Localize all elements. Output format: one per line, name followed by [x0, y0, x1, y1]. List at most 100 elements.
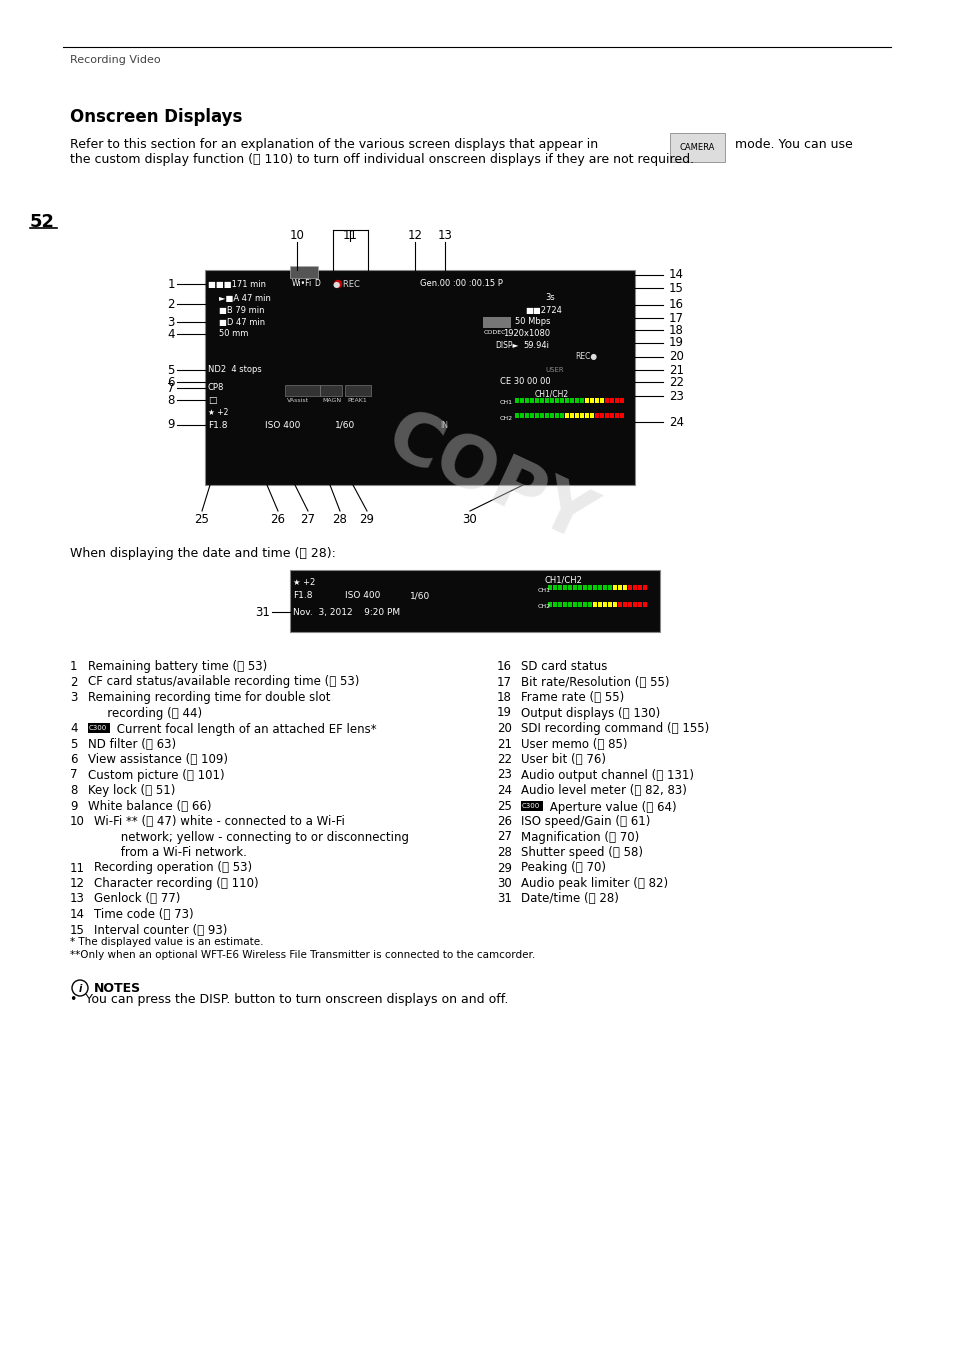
Text: When displaying the date and time (⍝ 28):: When displaying the date and time (⍝ 28)…	[70, 547, 335, 559]
Text: Audio output channel (⍝ 131): Audio output channel (⍝ 131)	[520, 768, 693, 782]
Text: 15: 15	[668, 282, 683, 294]
Text: 52: 52	[30, 213, 54, 231]
Text: User bit (⍝ 76): User bit (⍝ 76)	[520, 754, 605, 766]
Text: 4: 4	[168, 328, 174, 341]
Text: 30: 30	[462, 514, 476, 526]
Text: 5: 5	[70, 737, 77, 751]
Bar	[615, 398, 618, 403]
Text: 22: 22	[497, 754, 512, 766]
Bar	[555, 412, 558, 418]
Text: CH2: CH2	[537, 604, 551, 608]
Bar	[613, 603, 617, 607]
Bar	[564, 412, 568, 418]
Text: Interval counter (⍝ 93): Interval counter (⍝ 93)	[94, 923, 227, 937]
Text: 17: 17	[668, 311, 683, 325]
Text: 16: 16	[497, 661, 512, 673]
Bar	[579, 412, 583, 418]
Bar	[530, 412, 534, 418]
Text: * The displayed value is an estimate.: * The displayed value is an estimate.	[70, 937, 263, 948]
Text: 3: 3	[70, 692, 77, 704]
Bar	[584, 412, 588, 418]
Text: recording (⍝ 44): recording (⍝ 44)	[96, 706, 202, 720]
Text: 50 Mbps: 50 Mbps	[515, 318, 550, 326]
Text: Magnification (⍝ 70): Magnification (⍝ 70)	[520, 830, 639, 844]
Text: ISO speed/Gain (⍝ 61): ISO speed/Gain (⍝ 61)	[520, 816, 650, 828]
Text: 15: 15	[70, 923, 85, 937]
Bar	[575, 398, 578, 403]
Text: Onscreen Displays: Onscreen Displays	[70, 108, 242, 125]
Bar	[539, 412, 543, 418]
Bar	[587, 603, 592, 607]
Bar	[595, 398, 598, 403]
Text: 10: 10	[70, 816, 85, 828]
Text: 2: 2	[70, 675, 77, 689]
Text: CH1/CH2: CH1/CH2	[544, 576, 582, 585]
Bar	[569, 412, 574, 418]
Bar	[622, 603, 626, 607]
Text: 21: 21	[668, 364, 683, 376]
Bar	[607, 603, 612, 607]
Text: 1: 1	[70, 661, 77, 673]
Text: Bit rate/Resolution (⍝ 55): Bit rate/Resolution (⍝ 55)	[520, 675, 669, 689]
Bar	[524, 412, 529, 418]
Text: White balance (⍝ 66): White balance (⍝ 66)	[88, 799, 212, 813]
Text: ● REC: ● REC	[333, 279, 359, 288]
Bar	[633, 585, 637, 590]
Text: 9: 9	[70, 799, 77, 813]
Text: Recording Video: Recording Video	[70, 55, 160, 65]
Text: 14: 14	[668, 268, 683, 282]
Bar	[558, 603, 561, 607]
Bar	[598, 585, 601, 590]
Text: 22: 22	[668, 376, 683, 388]
Text: ND filter (⍝ 63): ND filter (⍝ 63)	[88, 737, 176, 751]
Text: DISP►: DISP►	[495, 341, 517, 350]
Bar	[609, 398, 614, 403]
Text: 30: 30	[497, 878, 511, 890]
Bar	[579, 398, 583, 403]
Text: 13: 13	[70, 892, 85, 906]
Bar	[550, 398, 554, 403]
Text: CH1: CH1	[499, 399, 513, 404]
Bar	[618, 585, 621, 590]
Text: □: □	[208, 395, 216, 404]
Bar	[578, 603, 581, 607]
Text: ■D 47 min: ■D 47 min	[219, 318, 265, 326]
Bar	[619, 398, 623, 403]
Bar	[559, 412, 563, 418]
Bar	[622, 585, 626, 590]
Bar	[553, 603, 557, 607]
Bar	[593, 603, 597, 607]
Bar	[544, 398, 548, 403]
Text: MAGN: MAGN	[322, 399, 341, 403]
Text: 9: 9	[168, 418, 174, 431]
Text: Gen.00 :00 :00.15 P: Gen.00 :00 :00.15 P	[419, 279, 502, 288]
Text: 1: 1	[168, 278, 174, 291]
Bar	[547, 585, 552, 590]
Text: 11: 11	[70, 861, 85, 875]
Text: NOTES: NOTES	[94, 981, 141, 995]
Text: 25: 25	[194, 514, 210, 526]
Text: Remaining battery time (⍝ 53): Remaining battery time (⍝ 53)	[88, 661, 267, 673]
Text: 8: 8	[70, 785, 77, 797]
Bar	[290, 570, 659, 632]
Text: 50 mm: 50 mm	[219, 329, 248, 338]
Text: 23: 23	[668, 390, 683, 403]
Text: ★ +2: ★ +2	[293, 577, 314, 586]
Bar	[633, 603, 637, 607]
Bar	[520, 801, 542, 810]
Bar	[582, 585, 586, 590]
Bar	[619, 412, 623, 418]
Text: 59.94i: 59.94i	[522, 341, 548, 350]
Text: 21: 21	[497, 737, 512, 751]
Bar	[515, 398, 518, 403]
Bar	[578, 585, 581, 590]
Text: IN: IN	[439, 421, 448, 430]
Bar	[602, 585, 606, 590]
Bar	[642, 603, 646, 607]
Bar	[599, 412, 603, 418]
Bar	[564, 398, 568, 403]
Text: ISO 400: ISO 400	[265, 421, 300, 430]
Text: 26: 26	[497, 816, 512, 828]
Text: 14: 14	[70, 909, 85, 921]
Bar	[627, 585, 631, 590]
